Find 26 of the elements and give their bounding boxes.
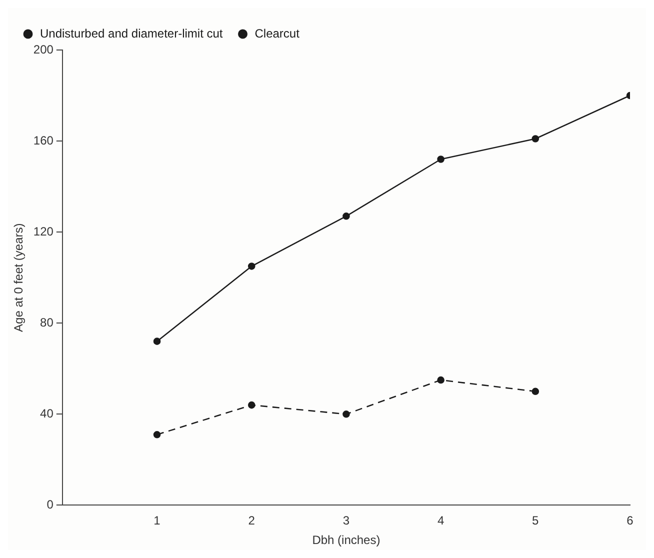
- x-tick-label: 6: [626, 514, 634, 528]
- y-tick-label: 40: [40, 406, 54, 420]
- y-tick-label: 200: [33, 42, 54, 56]
- x-tick-label: 2: [248, 514, 256, 528]
- point: [437, 376, 444, 384]
- x-axis-title: Dbh (inches): [312, 533, 380, 548]
- x-tick-label: 1: [154, 514, 161, 528]
- y-tick-label: 160: [33, 133, 54, 148]
- point: [532, 135, 540, 142]
- point: [532, 388, 540, 396]
- point: [437, 156, 444, 163]
- y-tick-label: 0: [46, 498, 54, 512]
- point: [342, 410, 350, 418]
- y-tick-label: 120: [33, 224, 54, 238]
- point: [153, 338, 161, 345]
- point: [153, 430, 161, 438]
- y-axis-title: Age at 0 feet (years): [12, 223, 26, 332]
- x-tick-label: 4: [437, 514, 444, 528]
- x-tick-label: 5: [532, 514, 540, 528]
- y-tick-label: 80: [40, 315, 54, 330]
- point: [248, 401, 256, 409]
- point: [342, 212, 350, 220]
- legend-label: Clearcut: [254, 26, 300, 40]
- point: [248, 262, 256, 270]
- x-tick-label: 3: [342, 514, 350, 528]
- legend-label: Undisturbed and diameter-limit cut: [40, 26, 224, 40]
